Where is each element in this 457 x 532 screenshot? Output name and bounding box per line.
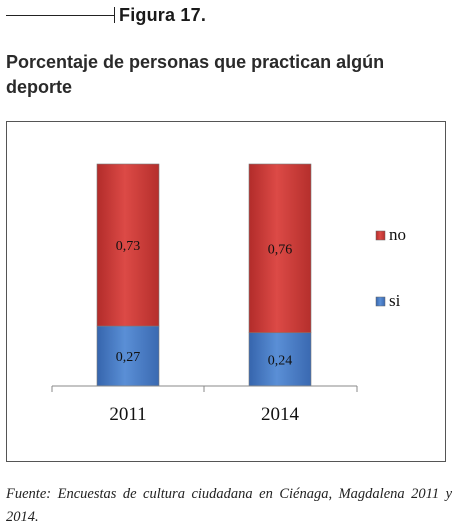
legend-label-no: no bbox=[389, 225, 406, 244]
chart-frame: 0,27 0,73 2011 0,24 0,76 2014 no si bbox=[6, 121, 446, 462]
data-label-si-2014: 0,24 bbox=[268, 353, 293, 368]
figure-rule-tick bbox=[114, 7, 115, 23]
data-label-no-2014: 0,76 bbox=[268, 242, 293, 257]
figure-header: Figura 17. bbox=[6, 4, 206, 26]
bar-si-2011 bbox=[96, 325, 160, 387]
data-label-si-2011: 0,27 bbox=[116, 350, 141, 365]
bar-no-2011 bbox=[96, 163, 160, 327]
x-tick-label-2011: 2011 bbox=[109, 404, 146, 425]
bar-no-2014 bbox=[248, 163, 312, 334]
stacked-bar-chart: 0,27 0,73 2011 0,24 0,76 2014 no si bbox=[51, 163, 406, 425]
source-note: Fuente: Encuestas de cultura ciudadana e… bbox=[6, 486, 452, 525]
legend-label-si: si bbox=[389, 291, 401, 310]
legend-swatch-si bbox=[375, 296, 386, 307]
chart-title: Porcentaje de personas que practican alg… bbox=[6, 52, 385, 97]
legend-swatch-no bbox=[375, 230, 386, 241]
data-label-no-2011: 0,73 bbox=[116, 239, 141, 254]
figure-rule bbox=[6, 14, 114, 16]
figure-label: Figura 17. bbox=[119, 4, 207, 25]
x-tick-label-2014: 2014 bbox=[261, 404, 300, 425]
